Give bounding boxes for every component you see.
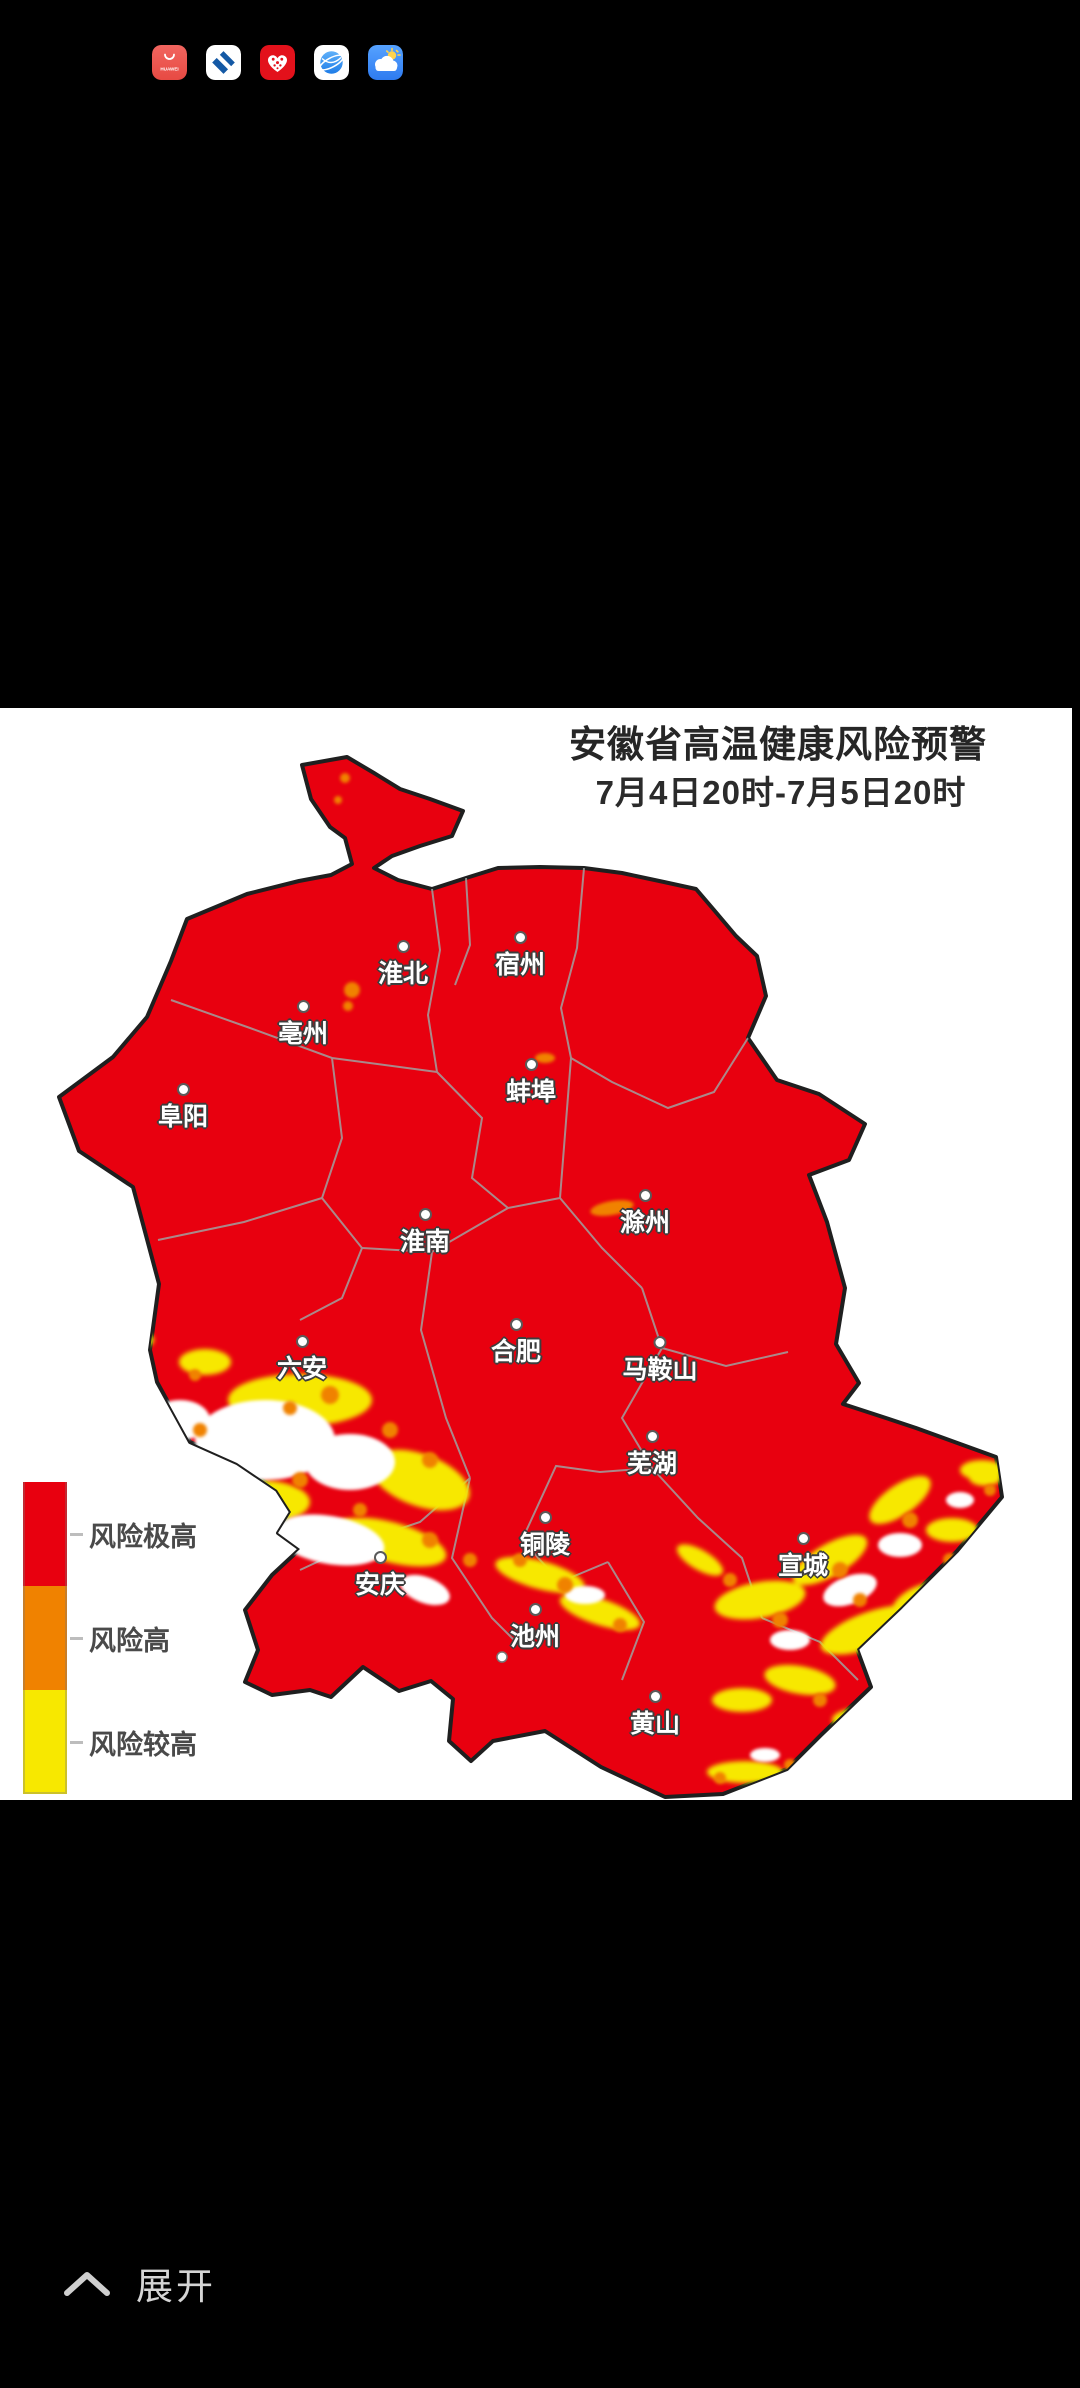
ccb-bank-app-icon[interactable] <box>206 45 241 80</box>
legend-label: 风险高 <box>89 1625 170 1656</box>
heart-icon <box>260 45 295 80</box>
legend-color-swatch <box>23 1690 67 1794</box>
map-title: 安徽省高温健康风险预警 <box>569 724 987 765</box>
risk-map-media[interactable] <box>0 708 1080 1800</box>
weather-cloud-sun-icon <box>368 45 403 80</box>
legend-row: 风险较高 <box>23 1690 197 1794</box>
appgallery-bag-icon: HUAWEI <box>152 45 187 80</box>
huawei-browser-app-icon[interactable] <box>314 45 349 80</box>
map-valid-period: 7月4日20时-7月5日20时 <box>595 774 967 811</box>
legend-label: 风险较高 <box>89 1729 197 1760</box>
ccb-logo-icon <box>206 45 241 80</box>
huawei-appgallery-app-icon[interactable]: HUAWEI <box>152 45 187 80</box>
browser-globe-icon <box>314 45 349 80</box>
legend-tick-icon <box>70 1636 83 1640</box>
weather-app-icon[interactable] <box>368 45 403 80</box>
anhui-province-map <box>0 708 1080 1800</box>
expand-bar[interactable]: 展开 <box>62 2256 216 2310</box>
risk-legend: 风险极高 风险高 风险较高 <box>23 1482 197 1794</box>
legend-color-swatch <box>23 1586 67 1690</box>
expand-label: 展开 <box>136 2266 216 2307</box>
legend-tick-icon <box>70 1532 83 1536</box>
heart-pattern-app-icon[interactable] <box>260 45 295 80</box>
app-icon-dock: HUAWEI <box>152 45 403 80</box>
svg-text:HUAWEI: HUAWEI <box>160 67 178 72</box>
legend-row: 风险高 <box>23 1586 197 1690</box>
legend-color-swatch <box>23 1482 67 1586</box>
legend-row: 风险极高 <box>23 1482 197 1586</box>
legend-tick-icon <box>70 1740 83 1744</box>
video-edge-strip <box>1072 708 1080 1800</box>
chevron-up-icon <box>64 2271 110 2296</box>
legend-label: 风险极高 <box>89 1521 197 1552</box>
